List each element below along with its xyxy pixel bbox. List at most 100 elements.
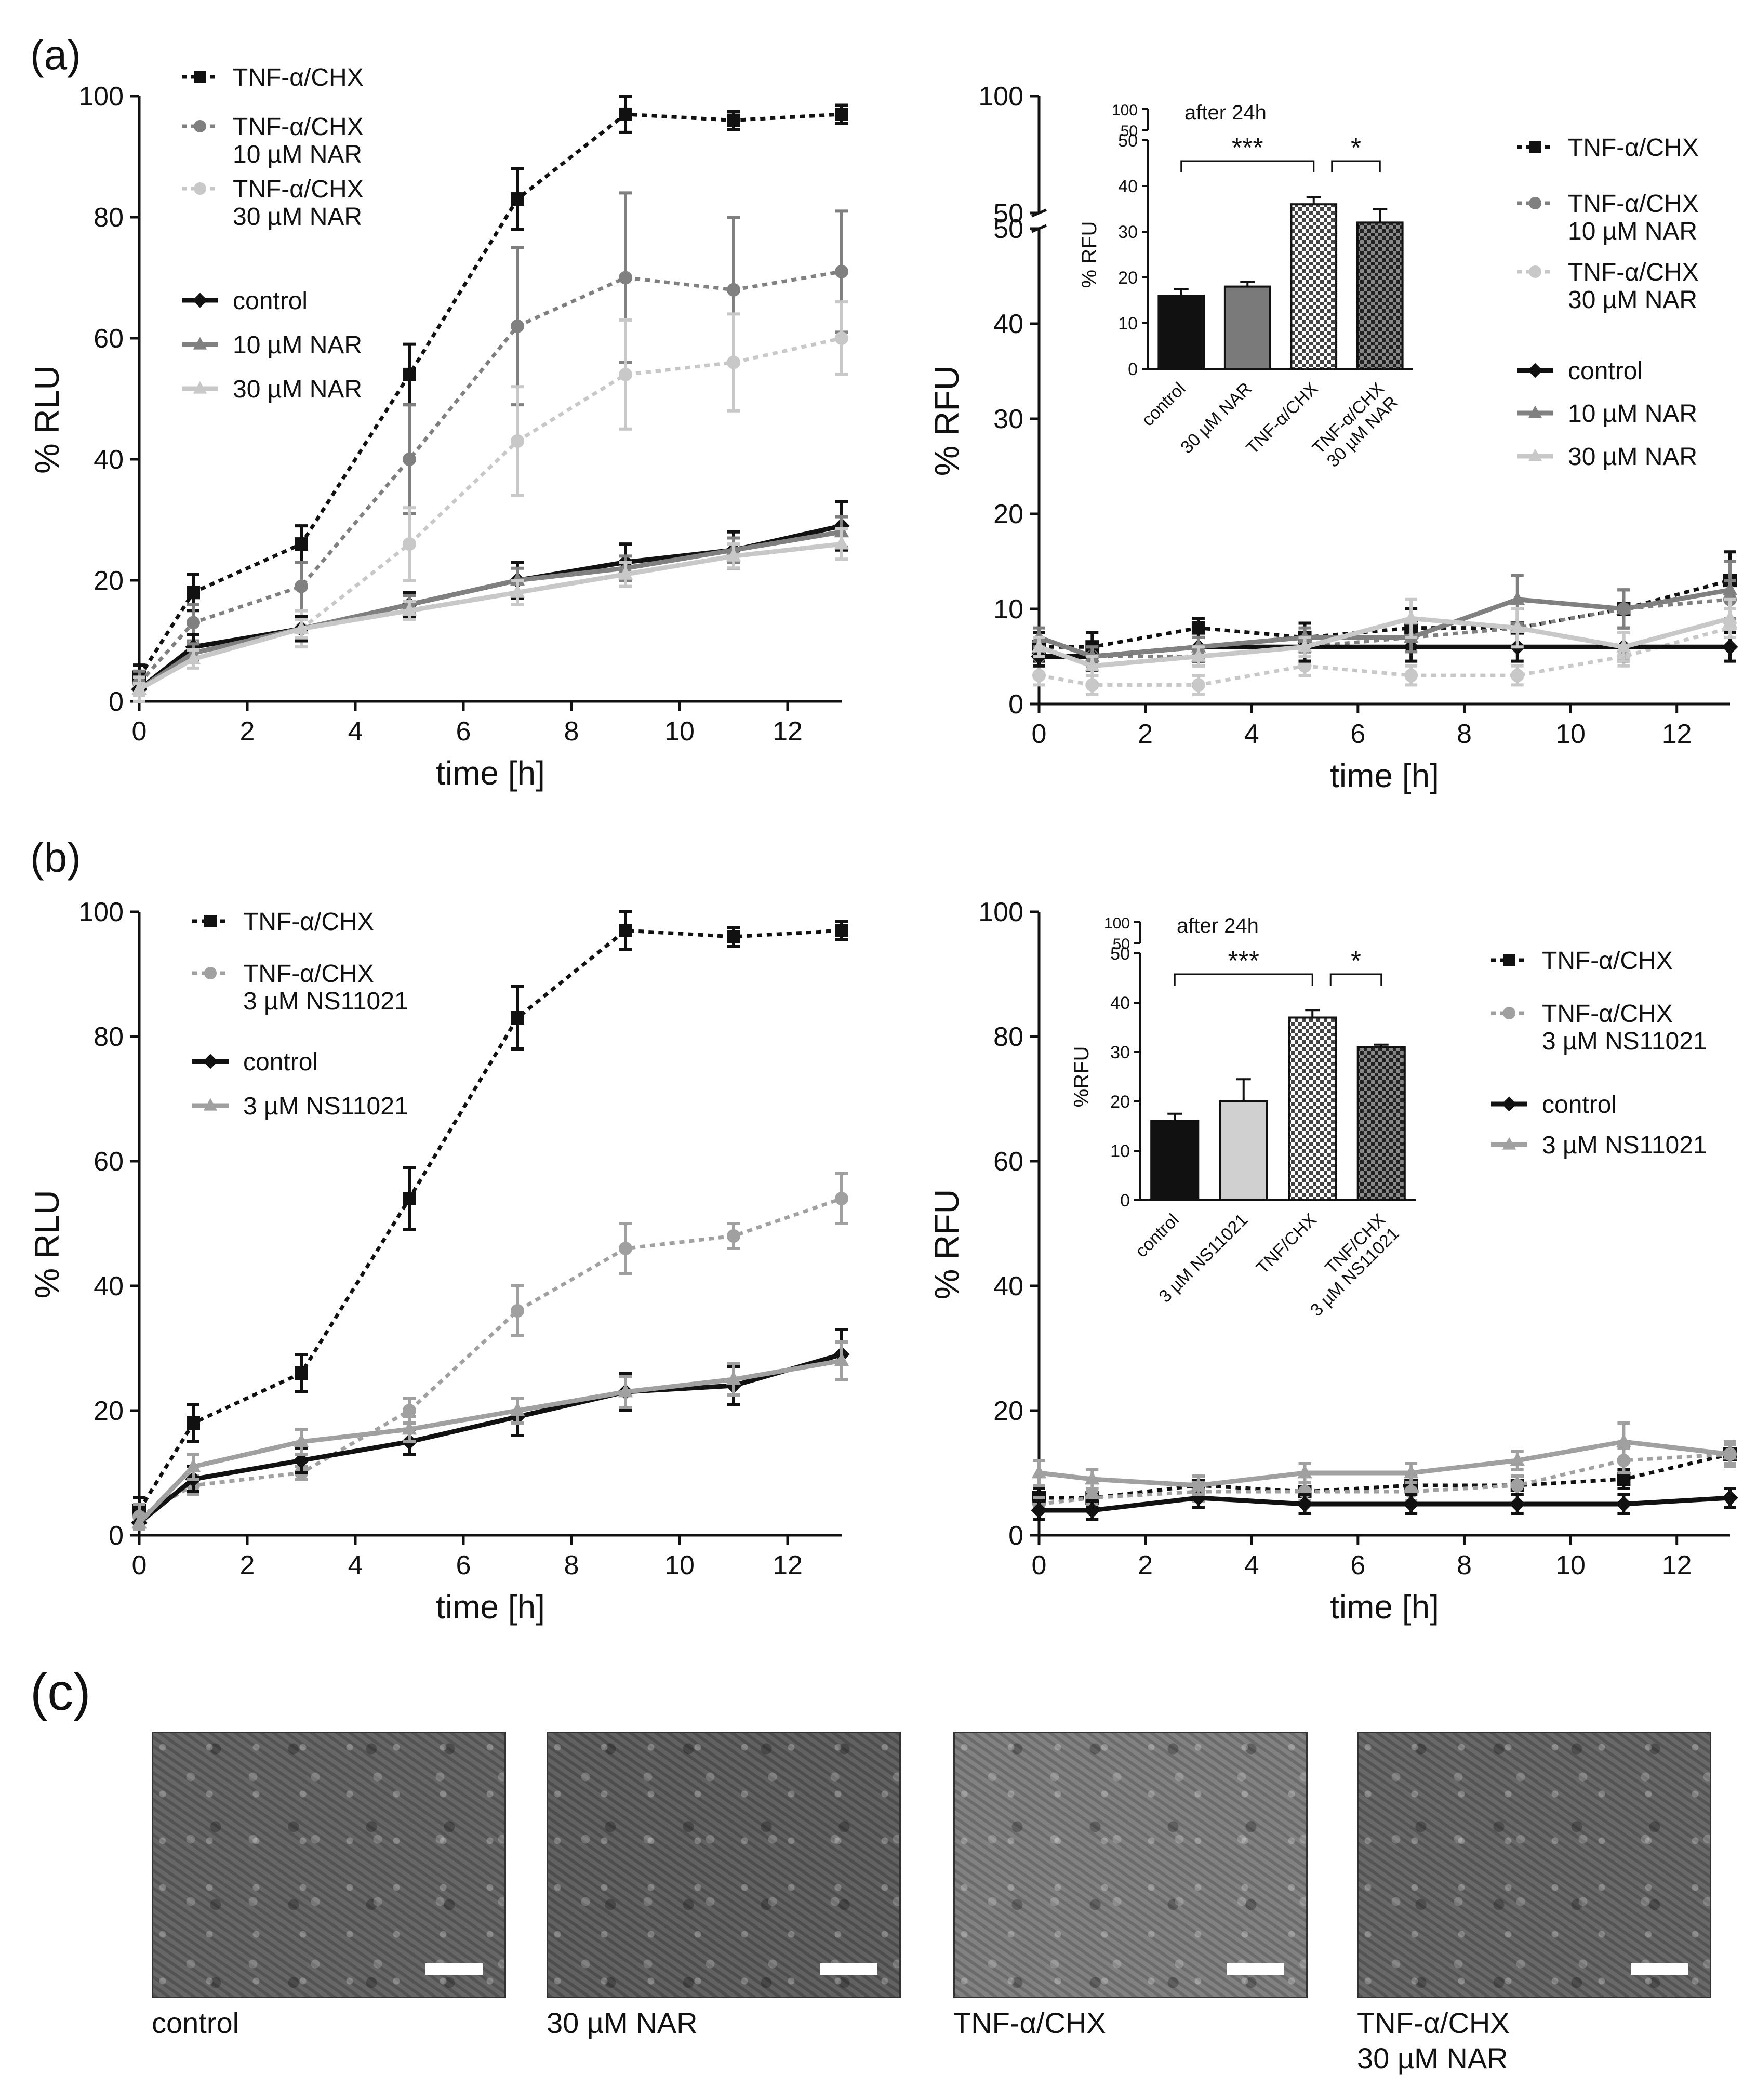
data-point xyxy=(402,1421,417,1435)
legend-label-line: 3 µM NS11021 xyxy=(1542,1028,1707,1055)
data-point xyxy=(1191,678,1205,692)
y-tick-label: 50 xyxy=(1118,131,1138,151)
data-point xyxy=(187,586,200,600)
significance-bracket xyxy=(1180,160,1315,172)
x-tick-label: 12 xyxy=(1662,1550,1692,1580)
series-line xyxy=(1039,1439,1731,1488)
x-tick-label: 6 xyxy=(456,1550,471,1580)
data-point xyxy=(1529,197,1541,209)
data-point xyxy=(295,579,308,593)
legend-label: control xyxy=(233,287,308,315)
legend-label: control xyxy=(1568,357,1643,385)
legend-label-line: 10 µM NAR xyxy=(233,141,362,168)
data-point xyxy=(1191,648,1206,662)
data-point xyxy=(1031,639,1047,653)
x-tick-label: 2 xyxy=(240,716,255,747)
y-tick-label: 0 xyxy=(109,687,124,717)
y-tick-label: 50 xyxy=(1113,936,1130,953)
x-tick-label: 2 xyxy=(1138,719,1153,749)
category-label: control xyxy=(1132,1210,1183,1261)
y-tick-label: 50 xyxy=(1110,944,1130,964)
legend-label: 10 µM NAR xyxy=(1568,400,1697,428)
data-point xyxy=(511,1011,524,1025)
significance-label: *** xyxy=(1228,946,1259,976)
series-5: 30 µM NAR xyxy=(131,376,849,697)
legend-label: 3 µM NS11021 xyxy=(1542,1132,1707,1159)
legend-label: TNF-α/CHX 10 µM NAR xyxy=(233,113,364,168)
x-tick-label: 10 xyxy=(1555,719,1586,749)
data-point xyxy=(1529,265,1541,278)
data-point xyxy=(295,537,308,551)
data-point xyxy=(203,1054,218,1069)
series-1: TNF-α/CHX 10 µM NAR xyxy=(132,113,848,697)
data-point xyxy=(194,71,206,83)
legend-label-line: 3 µM NS11021 xyxy=(243,988,408,1015)
data-point xyxy=(1085,1471,1100,1485)
series-3: 3 µM NS11021 xyxy=(131,1093,849,1531)
data-point xyxy=(294,1433,309,1447)
data-point xyxy=(835,264,848,278)
inset-title: after 24h xyxy=(1177,914,1259,937)
y-tick-label: 50 xyxy=(993,214,1023,244)
data-point xyxy=(1509,1496,1526,1512)
data-point xyxy=(403,1192,416,1205)
series-0: TNF-α/CHX xyxy=(132,908,848,1524)
micrograph-30um-nar xyxy=(547,1732,901,1998)
y-tick-label: 20 xyxy=(1118,268,1138,288)
data-point xyxy=(1501,1096,1517,1112)
data-point xyxy=(835,1192,848,1205)
data-point xyxy=(1503,1007,1515,1019)
data-point xyxy=(835,924,848,937)
x-tick-label: 8 xyxy=(1457,1550,1472,1580)
y-tick-label: 60 xyxy=(94,324,124,354)
data-point xyxy=(187,616,200,630)
series-0: TNF-α/CHX xyxy=(1032,134,1737,663)
data-point xyxy=(192,293,208,308)
data-point xyxy=(1510,620,1525,633)
data-point xyxy=(727,113,740,127)
data-point xyxy=(511,434,524,448)
bar xyxy=(1356,221,1404,370)
bar xyxy=(1356,1046,1406,1201)
series-line xyxy=(138,112,842,679)
category-label: TNF-α/CHX xyxy=(1242,379,1322,458)
data-point xyxy=(131,1514,147,1529)
series-1: TNF-α/CHX 3 µM NS11021 xyxy=(132,960,848,1531)
legend-label: control xyxy=(1542,1091,1617,1119)
bar xyxy=(1157,295,1205,370)
legend-label: TNF-α/CHX xyxy=(243,908,374,936)
x-tick-label: 2 xyxy=(240,1550,255,1580)
y-tick-label: 40 xyxy=(993,309,1023,339)
x-tick-label: 10 xyxy=(664,716,695,747)
x-axis-label: time [h] xyxy=(436,1588,545,1626)
x-tick-label: 6 xyxy=(456,716,471,747)
bar xyxy=(1150,1120,1200,1201)
data-point xyxy=(510,584,525,598)
x-tick-label: 10 xyxy=(664,1550,695,1580)
y-tick-label: 80 xyxy=(94,203,124,233)
legend-label-line: TNF-α/CHX xyxy=(1568,259,1699,286)
micrograph-caption: control xyxy=(152,2006,239,2039)
data-point xyxy=(1296,1496,1313,1512)
chart-a-rlu: 0 2 4 6 8 10 12 0 20 40 60 80 100 time [h] % RLU TNF-α/… xyxy=(28,64,850,792)
category-label: TNF-α/CHX30 µM NAR xyxy=(1309,379,1402,472)
series-5: 30 µM NAR xyxy=(1031,443,1738,677)
legend-label-line: TNF-α/CHX xyxy=(233,176,364,203)
data-point xyxy=(295,1366,308,1380)
data-point xyxy=(727,355,740,369)
y-tick-label: 20 xyxy=(1110,1092,1130,1112)
data-point xyxy=(204,915,217,927)
y-tick-label: 100 xyxy=(1112,102,1138,119)
y-tick-label: 60 xyxy=(993,1147,1023,1177)
data-point xyxy=(403,367,416,381)
y-tick-label: 40 xyxy=(1110,993,1130,1013)
y-axis-label: % RFU xyxy=(927,1189,966,1300)
category-label: control xyxy=(1138,379,1189,430)
data-point xyxy=(403,453,416,466)
series-line xyxy=(138,928,842,1511)
data-point xyxy=(619,367,632,381)
data-point xyxy=(1528,448,1542,461)
y-tick-label: 50 xyxy=(993,198,1023,229)
